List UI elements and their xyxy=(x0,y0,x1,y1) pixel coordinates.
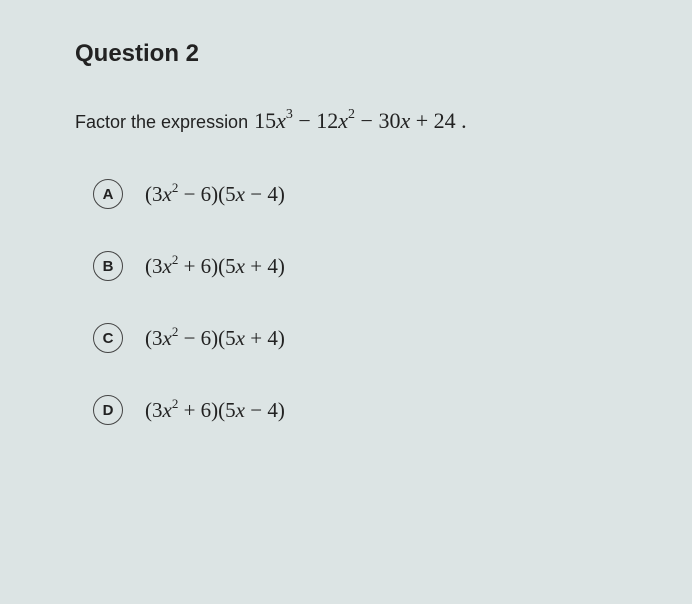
option-letter-d: D xyxy=(93,395,123,425)
option-d[interactable]: D (3x2 + 6)(5x − 4) xyxy=(93,395,632,425)
question-expression: 15x3 − 12x2 − 30x + 24 . xyxy=(254,108,467,134)
option-letter-c: C xyxy=(93,323,123,353)
option-text-d: (3x2 + 6)(5x − 4) xyxy=(145,397,285,423)
option-a[interactable]: A (3x2 − 6)(5x − 4) xyxy=(93,179,632,209)
option-c[interactable]: C (3x2 − 6)(5x + 4) xyxy=(93,323,632,353)
option-text-b: (3x2 + 6)(5x + 4) xyxy=(145,253,285,279)
option-letter-a: A xyxy=(93,179,123,209)
question-title: Question 2 xyxy=(75,40,632,68)
prompt-text: Factor the expression xyxy=(75,112,248,133)
option-letter-b: B xyxy=(93,251,123,281)
option-b[interactable]: B (3x2 + 6)(5x + 4) xyxy=(93,251,632,281)
question-prompt: Factor the expression 15x3 − 12x2 − 30x … xyxy=(75,108,632,134)
option-text-c: (3x2 − 6)(5x + 4) xyxy=(145,325,285,351)
options-list: A (3x2 − 6)(5x − 4) B (3x2 + 6)(5x + 4) … xyxy=(75,179,632,425)
option-text-a: (3x2 − 6)(5x − 4) xyxy=(145,181,285,207)
